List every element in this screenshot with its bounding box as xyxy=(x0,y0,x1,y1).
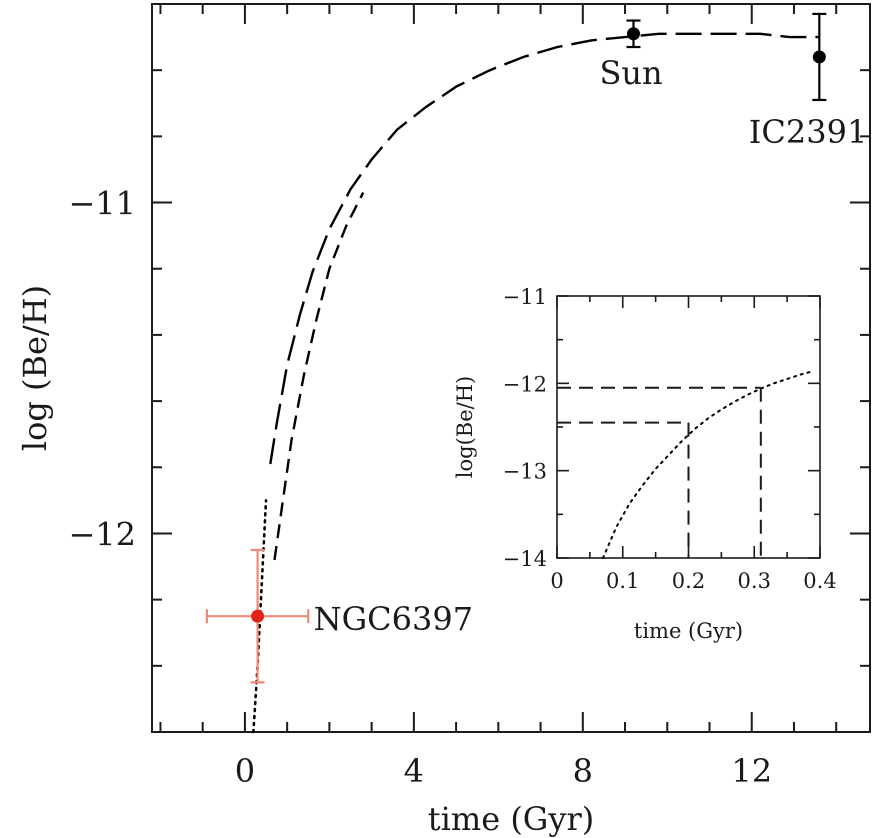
main-plot-frame xyxy=(151,3,871,733)
y-tick-label: −11 xyxy=(68,185,136,223)
inset-y-tick-label: −14 xyxy=(503,547,547,571)
series-line-dashed xyxy=(273,192,365,561)
inset-x-tick-label: 0.1 xyxy=(606,569,639,593)
main-series-group xyxy=(252,32,820,734)
x-tick-label: 8 xyxy=(573,752,593,790)
inset-series-line xyxy=(602,370,815,559)
main-y-axis-title: log (Be/H) xyxy=(16,285,54,451)
point-ic2391: IC2391 xyxy=(749,12,868,151)
inset-x-tick-label: 0.3 xyxy=(738,569,771,593)
inset-y-axis-title: log(Be/H) xyxy=(453,376,477,478)
x-tick-label: 0 xyxy=(235,752,255,790)
main-chart: 0 4 8 12 −11 −12 NGC6397 Sun IC2391 time (Gyr)… xyxy=(16,3,871,838)
inset-x-axis-title: time (Gyr) xyxy=(634,619,743,643)
main-x-tick-labels: 0 4 8 12 xyxy=(235,752,772,790)
inset-y-tick-labels: −11 −12 −13 −14 xyxy=(503,285,547,571)
x-tick-label: 12 xyxy=(731,752,772,790)
series-line-long-dashed xyxy=(269,32,820,465)
main-axis-ticks xyxy=(152,3,870,733)
main-data-points: NGC6397 Sun IC2391 xyxy=(205,12,868,684)
inset-x-tick-label: 0.4 xyxy=(803,569,836,593)
point-marker xyxy=(626,27,640,41)
point-marker xyxy=(251,609,265,623)
inset-x-tick-label: 0 xyxy=(550,569,563,593)
inset-x-tick-label: 0.2 xyxy=(672,569,705,593)
inset-y-tick-label: −12 xyxy=(503,372,547,396)
inset-y-tick-label: −13 xyxy=(503,460,547,484)
point-marker xyxy=(812,50,826,64)
inset-x-tick-labels: 0 0.1 0.2 0.3 0.4 xyxy=(550,569,836,593)
inset-chart: 0 0.1 0.2 0.3 0.4 −11 −12 −13 −14 time (Gyr) lo… xyxy=(453,285,837,643)
point-sun: Sun xyxy=(599,19,663,92)
inset-guide-lines xyxy=(557,386,762,558)
point-ngc6397: NGC6397 xyxy=(205,548,473,684)
y-tick-label: −12 xyxy=(68,515,136,553)
point-label-ngc6397: NGC6397 xyxy=(314,600,473,638)
main-x-axis-title: time (Gyr) xyxy=(428,800,594,838)
inset-y-tick-label: −11 xyxy=(503,285,547,309)
series-line-dotted xyxy=(252,499,268,734)
point-label-sun: Sun xyxy=(599,54,662,92)
point-label-ic2391: IC2391 xyxy=(749,113,868,151)
x-tick-label: 4 xyxy=(404,752,424,790)
inset-series-group xyxy=(602,370,815,559)
main-y-tick-labels: −11 −12 xyxy=(68,185,136,554)
